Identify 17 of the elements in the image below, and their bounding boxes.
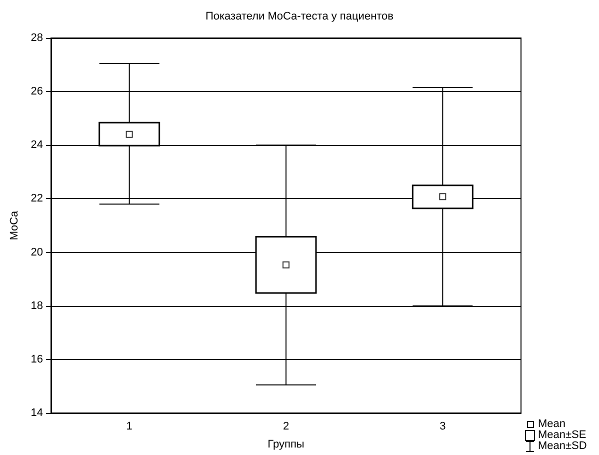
y-tick-label: 14 <box>30 407 43 419</box>
y-tick-label: 28 <box>30 32 43 44</box>
x-tick-label: 2 <box>282 420 290 432</box>
text: Mean <box>538 418 566 430</box>
x-axis-title: Группы <box>268 438 304 450</box>
chart-title: Показатели MoCa-теста у пациентов <box>205 10 394 22</box>
y-tick-label: 26 <box>30 86 43 98</box>
y-axis-title: MoCa <box>8 210 20 240</box>
y-tick-label: 24 <box>30 139 43 152</box>
y-tick-label: 18 <box>30 300 43 312</box>
x-tick-label: 1 <box>126 420 132 432</box>
y-tick-label: 16 <box>30 353 43 366</box>
y-tick-label: 22 <box>30 192 43 205</box>
y-tick-label: 20 <box>30 246 43 258</box>
text: Mean±SE <box>538 429 586 441</box>
x-tick-label: 3 <box>440 420 446 432</box>
text: Mean±SD <box>538 440 587 452</box>
